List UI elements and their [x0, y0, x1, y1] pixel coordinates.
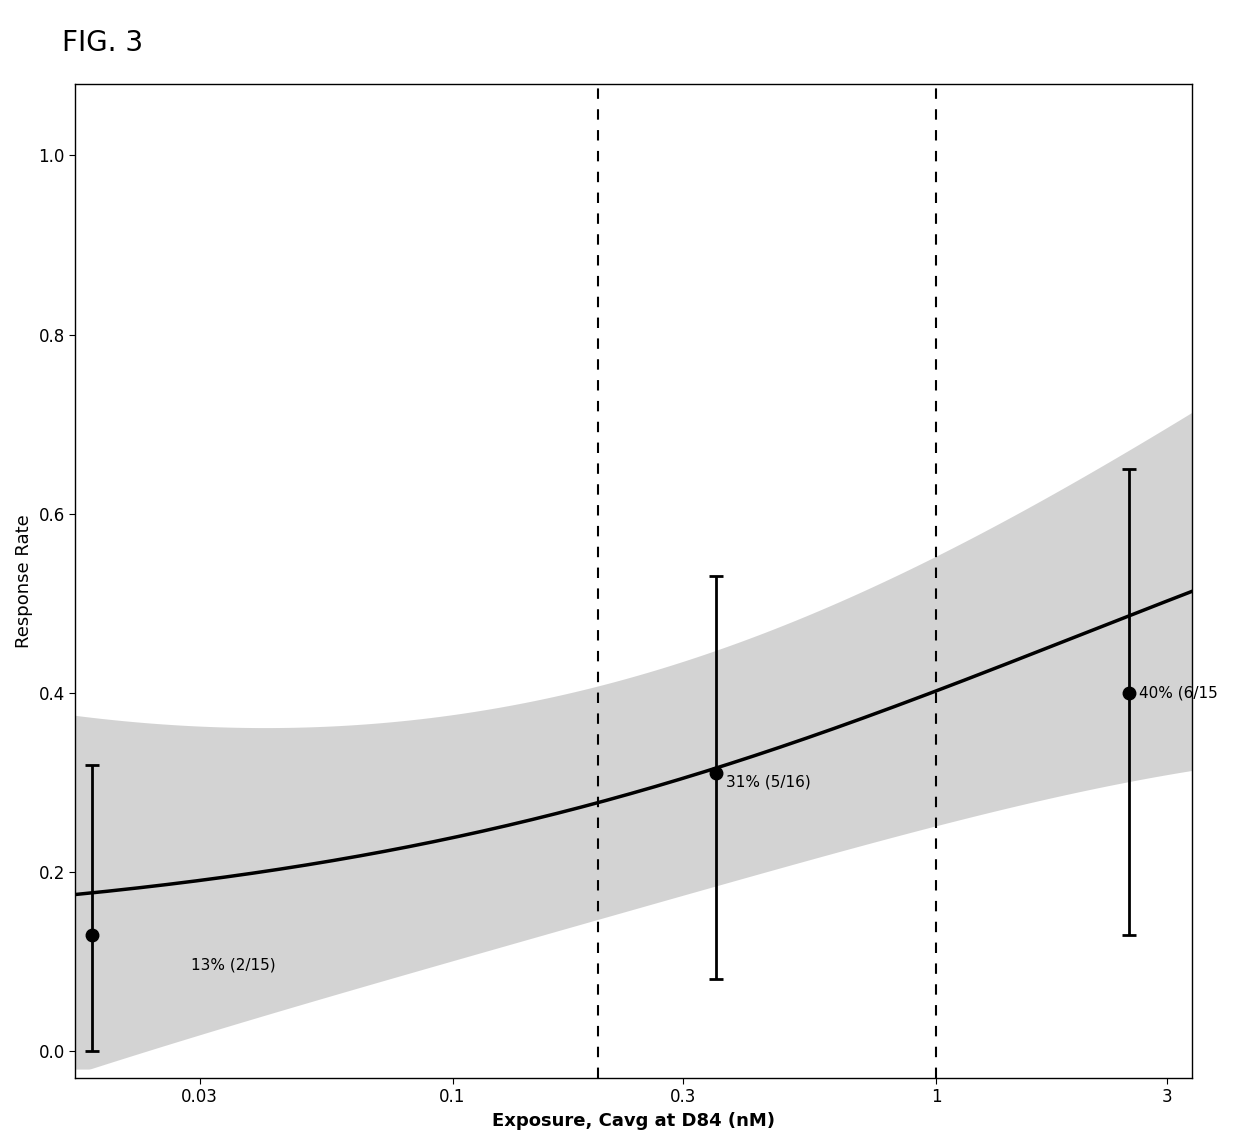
Y-axis label: Response Rate: Response Rate — [15, 514, 33, 648]
Text: 40% (6/15: 40% (6/15 — [1138, 686, 1218, 701]
Text: 13% (2/15): 13% (2/15) — [191, 957, 275, 972]
Text: 31% (5/16): 31% (5/16) — [725, 775, 811, 790]
Text: FIG. 3: FIG. 3 — [62, 29, 143, 56]
X-axis label: Exposure, Cavg at D84 (nM): Exposure, Cavg at D84 (nM) — [492, 1112, 775, 1130]
